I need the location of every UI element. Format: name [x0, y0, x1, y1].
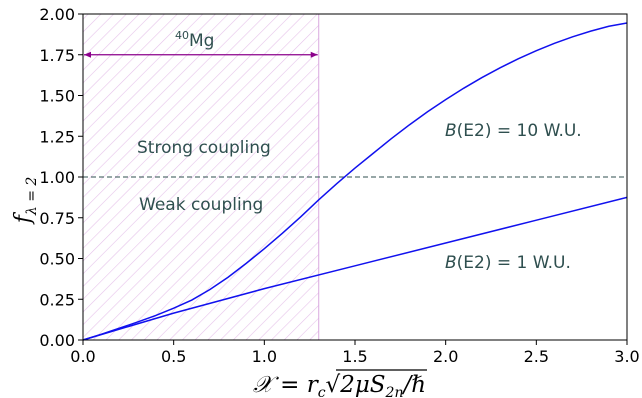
- weak-coupling-label: Weak coupling: [139, 195, 263, 215]
- x-tick-label: 2.0: [433, 347, 458, 366]
- y-axis: 0.00 0.25 0.50 0.75 1.00 1.25 1.50 1.75 2.00: [39, 5, 83, 350]
- y-tick-label: 0.75: [39, 209, 75, 228]
- mg-symbol: Mg: [189, 31, 214, 51]
- y-tick-label: 1.00: [39, 168, 75, 187]
- mg-label: 40Mg: [175, 29, 214, 51]
- x-tick-label: 0.5: [161, 347, 186, 366]
- x-axis: 0.0 0.5 1.0 1.5 2.0 2.5 3.0: [70, 340, 640, 366]
- y-axis-label: fλ = 2: [11, 177, 40, 226]
- svg-text:𝒳 = rc√2μS2n/ℏ: 𝒳 = rc√2μS2n/ℏ: [253, 372, 426, 398]
- be2-10wu-label-rest: (E2) = 10 W.U.: [457, 121, 582, 141]
- x-tick-label: 1.0: [252, 347, 277, 366]
- y-tick-label: 1.75: [39, 46, 75, 65]
- series-line-be2-10wu: [82, 22, 628, 341]
- y-tick-label: 0.50: [39, 250, 75, 269]
- strong-coupling-label: Strong coupling: [137, 138, 271, 158]
- be2-1wu-label-b: B: [445, 253, 457, 273]
- be2-10wu-label: B(E2) = 10 W.U.: [445, 121, 582, 141]
- x-tick-label: 2.5: [524, 347, 549, 366]
- x-tick-label: 1.5: [342, 347, 367, 366]
- mg-mass-number: 40: [175, 29, 189, 42]
- y-tick-label: 2.00: [39, 5, 75, 24]
- y-tick-label: 1.25: [39, 127, 75, 146]
- be2-10wu-label-b: B: [445, 121, 457, 141]
- y-tick-label: 1.50: [39, 87, 75, 106]
- series-line-be2-1wu: [82, 196, 628, 341]
- x-axis-label: 𝒳 = rc√2μS2n/ℏ: [253, 369, 427, 398]
- y-tick-label: 0.00: [39, 331, 75, 350]
- be2-1wu-label-rest: (E2) = 1 W.U.: [457, 253, 571, 273]
- y-tick-label: 0.25: [39, 290, 75, 309]
- x-tick-label: 3.0: [614, 347, 639, 366]
- x-tick-label: 0.0: [70, 347, 95, 366]
- svg-text:fλ = 2: fλ = 2: [11, 177, 40, 226]
- be2-1wu-label: B(E2) = 1 W.U.: [445, 253, 571, 273]
